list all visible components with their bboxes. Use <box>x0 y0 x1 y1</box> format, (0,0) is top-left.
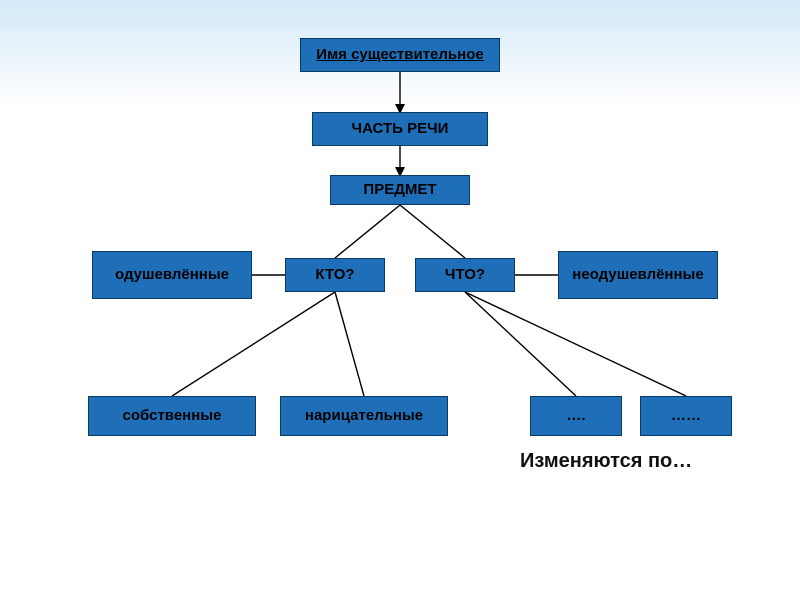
node-n8: собственные <box>88 396 256 436</box>
node-n11: …… <box>640 396 732 436</box>
node-n9: нарицательные <box>280 396 448 436</box>
edge-n5-n11 <box>465 292 686 396</box>
node-n1: Имя существительное <box>300 38 500 72</box>
connectors-layer <box>0 0 800 600</box>
node-n4: КТО? <box>285 258 385 292</box>
footer-text: Изменяются по… <box>520 450 692 473</box>
node-n3: ПРЕДМЕТ <box>330 175 470 205</box>
edge-n4-n9 <box>335 292 364 396</box>
edge-n5-n10 <box>465 292 576 396</box>
edge-n3-n5 <box>400 205 465 258</box>
node-n10: …. <box>530 396 622 436</box>
node-n6: одушевлённые <box>92 251 252 299</box>
edge-n4-n8 <box>172 292 335 396</box>
node-n2: ЧАСТЬ РЕЧИ <box>312 112 488 146</box>
node-n5: ЧТО? <box>415 258 515 292</box>
node-n7: неодушевлённые <box>558 251 718 299</box>
edge-n3-n4 <box>335 205 400 258</box>
diagram-stage: Имя существительное ЧАСТЬ РЕЧИ ПРЕДМЕТ КТО?… <box>0 0 800 600</box>
